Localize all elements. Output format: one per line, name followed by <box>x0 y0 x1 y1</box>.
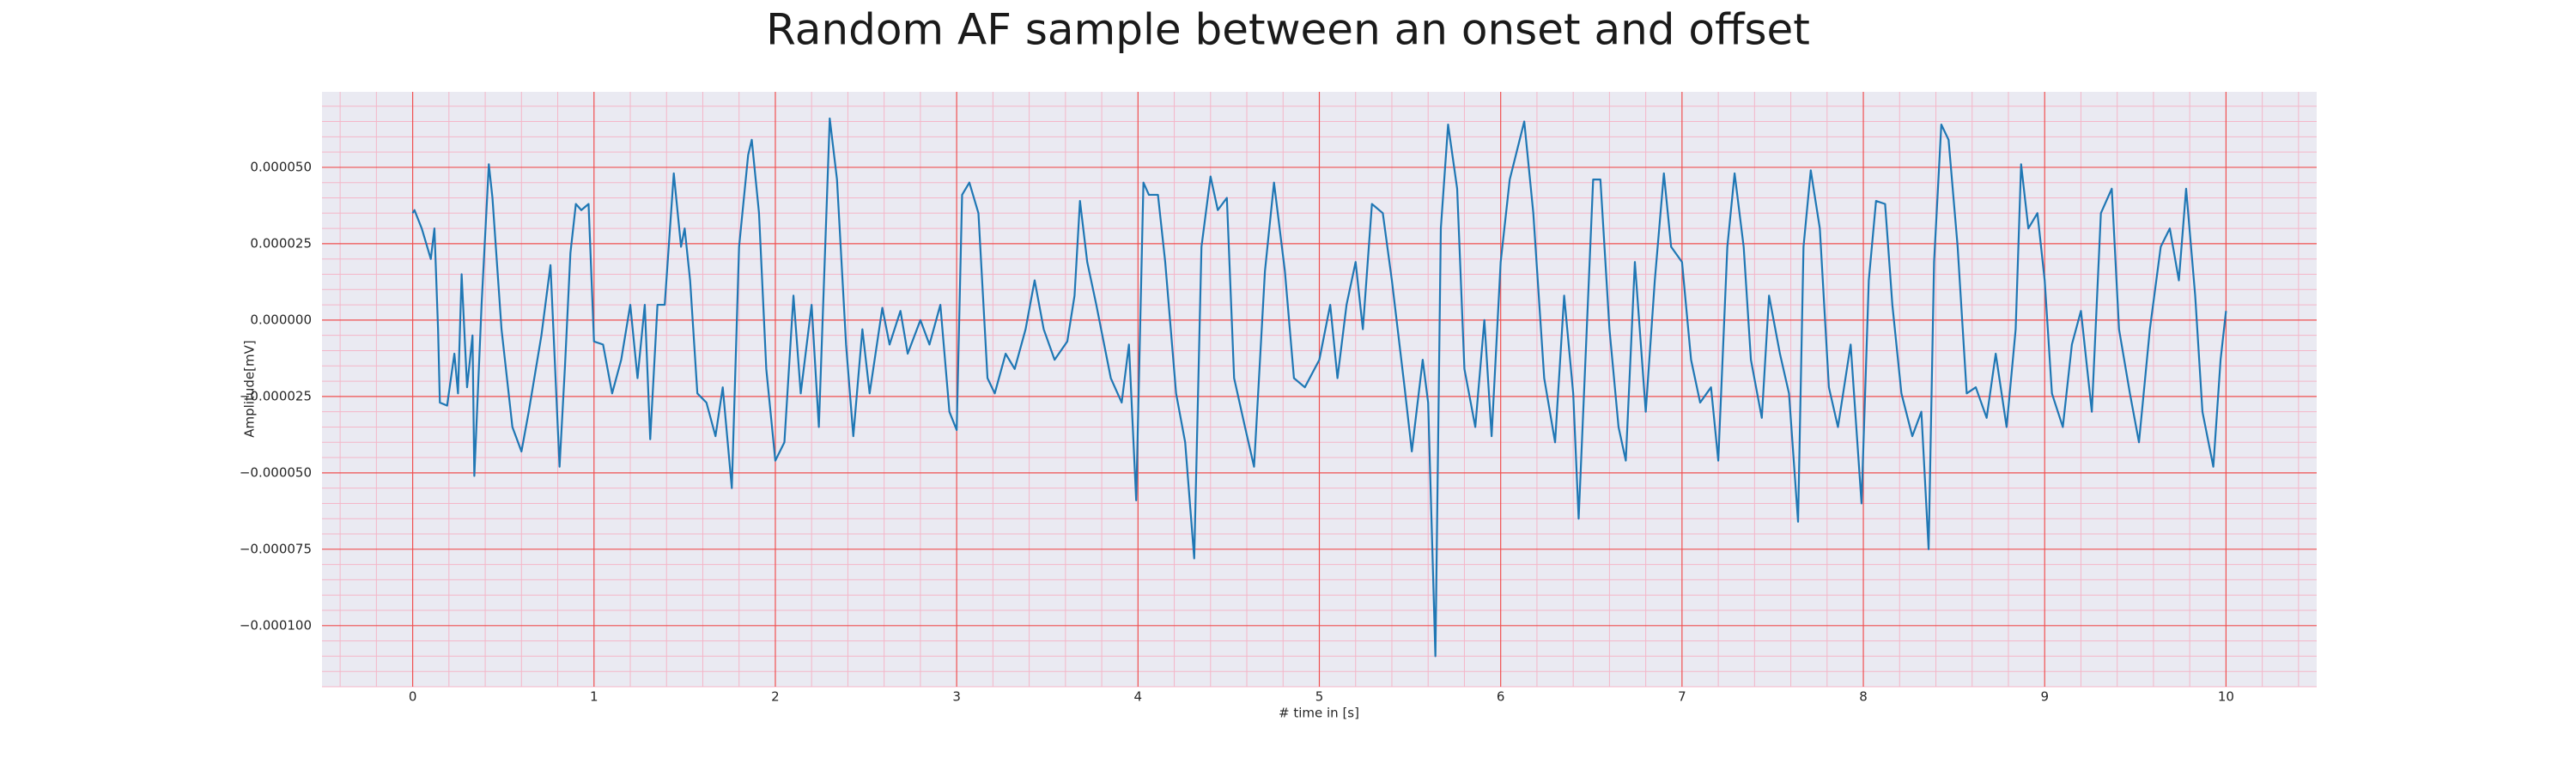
x-tick-label: 9 <box>2040 689 2049 705</box>
x-tick-label: 1 <box>590 689 598 705</box>
x-tick-label: 10 <box>2218 689 2234 705</box>
y-axis-label: Amplitude[mV] <box>242 340 258 437</box>
y-tick-label: −0.000050 <box>240 464 312 480</box>
labels: Random AF sample between an onset and of… <box>240 5 2234 721</box>
x-tick-label: 2 <box>771 689 780 705</box>
y-tick-label: 0.000025 <box>250 235 312 251</box>
x-tick-label: 5 <box>1315 689 1324 705</box>
x-tick-label: 7 <box>1678 689 1686 705</box>
x-tick-label: 6 <box>1497 689 1505 705</box>
x-axis-label: # time in [s] <box>1279 706 1359 721</box>
x-tick-label: 0 <box>409 689 417 705</box>
y-tick-label: −0.000075 <box>240 541 312 556</box>
x-tick-label: 4 <box>1134 689 1143 705</box>
x-tick-label: 3 <box>952 689 961 705</box>
y-tick-label: −0.000100 <box>240 617 312 633</box>
marks <box>411 117 2227 658</box>
x-tick-label: 8 <box>1859 689 1868 705</box>
y-tick-label: 0.000000 <box>250 312 312 327</box>
line <box>411 117 2227 658</box>
y-tick-label: −0.000025 <box>240 388 312 403</box>
y-tick-label: 0.000050 <box>250 159 312 174</box>
chart-title: Random AF sample between an onset and of… <box>766 5 1810 55</box>
